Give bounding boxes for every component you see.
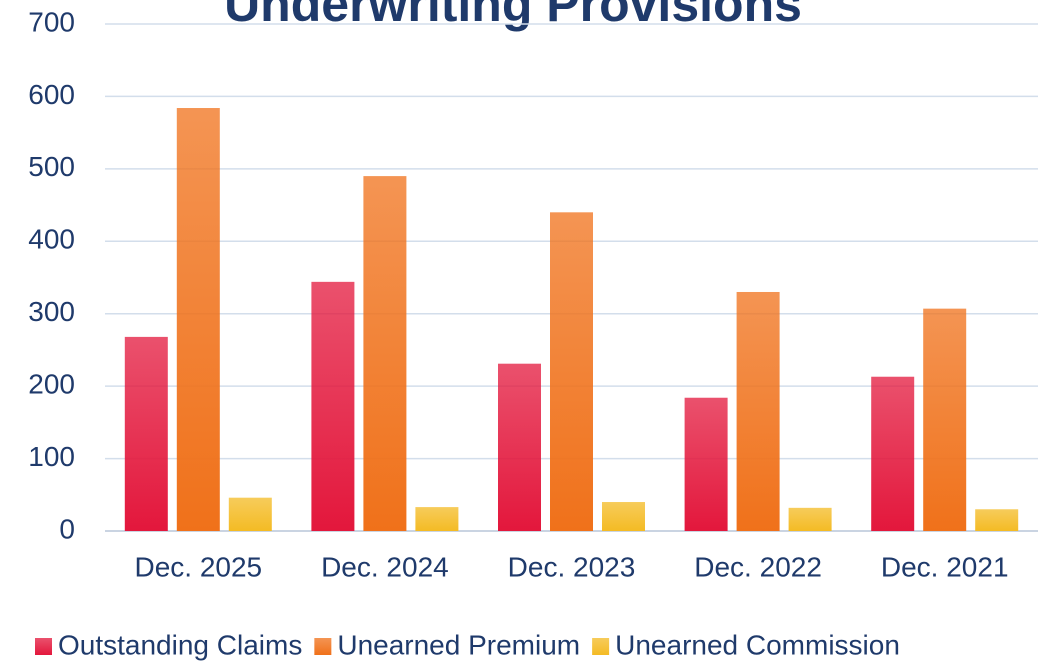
x-tick-label: Dec. 2025 <box>134 551 262 582</box>
bar <box>311 281 355 531</box>
y-tick-label: 400 <box>28 224 75 255</box>
x-tick-label: Dec. 2022 <box>694 551 822 582</box>
bar <box>602 502 645 531</box>
y-tick-label: 600 <box>28 79 75 110</box>
bar <box>975 509 1019 531</box>
bar <box>923 308 967 531</box>
legend-label: Outstanding Claims <box>58 629 302 660</box>
legend-swatch <box>314 638 332 655</box>
bar <box>124 336 168 531</box>
y-tick-label: 100 <box>28 441 75 472</box>
legend-swatch <box>35 638 52 655</box>
chart-title: Underwriting Provisions <box>224 0 802 32</box>
bar <box>871 376 915 531</box>
x-tick-label: Dec. 2021 <box>881 551 1009 582</box>
legend-label: Unearned Commission <box>615 629 900 660</box>
y-tick-label: 200 <box>28 369 75 400</box>
bar <box>498 363 541 531</box>
bar <box>736 291 780 531</box>
y-tick-label: 500 <box>28 151 75 182</box>
bar <box>415 507 459 531</box>
bar <box>176 108 220 531</box>
bar <box>550 212 593 532</box>
y-tick-label: 0 <box>59 513 75 544</box>
x-tick-label: Dec. 2023 <box>508 551 636 582</box>
legend-label: Unearned Premium <box>337 629 580 660</box>
x-tick-label: Dec. 2024 <box>321 551 449 582</box>
y-tick-label: 300 <box>28 296 75 327</box>
y-tick-label: 700 <box>28 6 75 37</box>
bar <box>788 507 832 531</box>
bar <box>684 397 728 531</box>
legend-swatch <box>592 638 610 655</box>
bar <box>363 176 407 531</box>
bar <box>228 497 272 531</box>
